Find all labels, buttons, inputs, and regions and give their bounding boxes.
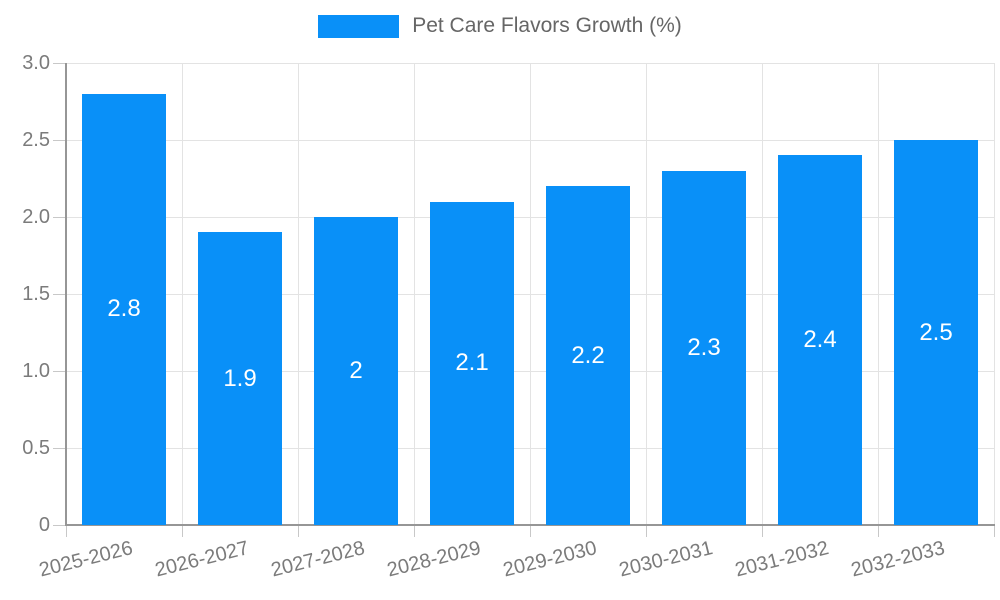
bar: 2.1 <box>430 201 514 525</box>
legend[interactable]: Pet Care Flavors Growth (%) <box>0 14 1000 38</box>
bar-value-label: 2.4 <box>803 326 837 354</box>
x-axis-tick-label: 2031-2032 <box>733 537 832 582</box>
legend-label: Pet Care Flavors Growth (%) <box>412 14 682 37</box>
y-axis-tick-label: 1.5 <box>22 283 50 305</box>
y-axis-tick-label: 3.0 <box>22 52 50 74</box>
x-axis-tick <box>529 526 531 537</box>
x-axis-tick <box>761 526 763 537</box>
bar-value-label: 2 <box>349 357 363 384</box>
gridline-vertical <box>645 63 647 525</box>
x-axis-line <box>65 524 995 526</box>
x-axis-tick <box>65 526 67 537</box>
gridline-vertical <box>993 63 995 525</box>
x-axis-tick-label: 2032-2033 <box>849 537 948 582</box>
x-axis-tick <box>645 526 647 537</box>
bar-value-label: 2.1 <box>455 349 489 377</box>
y-axis-tick <box>53 524 66 526</box>
y-axis-tick <box>53 139 66 141</box>
x-axis-tick <box>993 526 995 537</box>
y-axis-tick-label: 0.5 <box>22 437 50 459</box>
x-axis-tick <box>413 526 415 537</box>
x-axis-tick-label: 2027-2028 <box>269 537 368 582</box>
y-axis-tick <box>53 370 66 372</box>
bar-value-label: 2.8 <box>107 295 141 323</box>
y-axis-tick <box>53 293 66 295</box>
gridline-vertical <box>181 63 183 525</box>
bar-value-label: 1.9 <box>223 364 257 392</box>
bar-value-label: 2.2 <box>571 341 605 369</box>
y-axis-tick-label: 1.0 <box>22 360 50 382</box>
y-axis-tick-label: 2.0 <box>22 206 50 228</box>
gridline-vertical <box>529 63 531 525</box>
legend-swatch <box>318 14 400 38</box>
y-axis-tick <box>53 62 66 64</box>
y-axis-tick-label: 0 <box>38 514 50 536</box>
x-axis-tick-label: 2025-2026 <box>37 537 136 582</box>
x-axis-tick-label: 2026-2027 <box>153 537 252 582</box>
y-axis-line <box>65 63 67 526</box>
bar-value-label: 2.5 <box>919 318 953 346</box>
bar: 1.9 <box>198 232 282 525</box>
x-axis-tick <box>297 526 299 537</box>
x-axis-tick-label: 2028-2029 <box>385 537 484 582</box>
gridline-vertical <box>413 63 415 525</box>
bar: 2.5 <box>894 140 978 525</box>
y-axis-tick <box>53 216 66 218</box>
y-axis-tick <box>53 447 66 449</box>
gridline-vertical <box>761 63 763 525</box>
x-axis-tick <box>181 526 183 537</box>
bar: 2.2 <box>546 186 630 525</box>
bar: 2 <box>314 217 398 525</box>
gridline-vertical <box>297 63 299 525</box>
bar-value-label: 2.3 <box>687 333 721 361</box>
x-axis-tick-label: 2029-2030 <box>501 537 600 582</box>
y-axis-tick-label: 2.5 <box>22 129 50 151</box>
x-axis-tick-label: 2030-2031 <box>617 537 716 582</box>
bar: 2.4 <box>778 155 862 525</box>
gridline-vertical <box>877 63 879 525</box>
x-axis-tick <box>877 526 879 537</box>
bar: 2.8 <box>82 93 166 525</box>
bar: 2.3 <box>662 170 746 525</box>
